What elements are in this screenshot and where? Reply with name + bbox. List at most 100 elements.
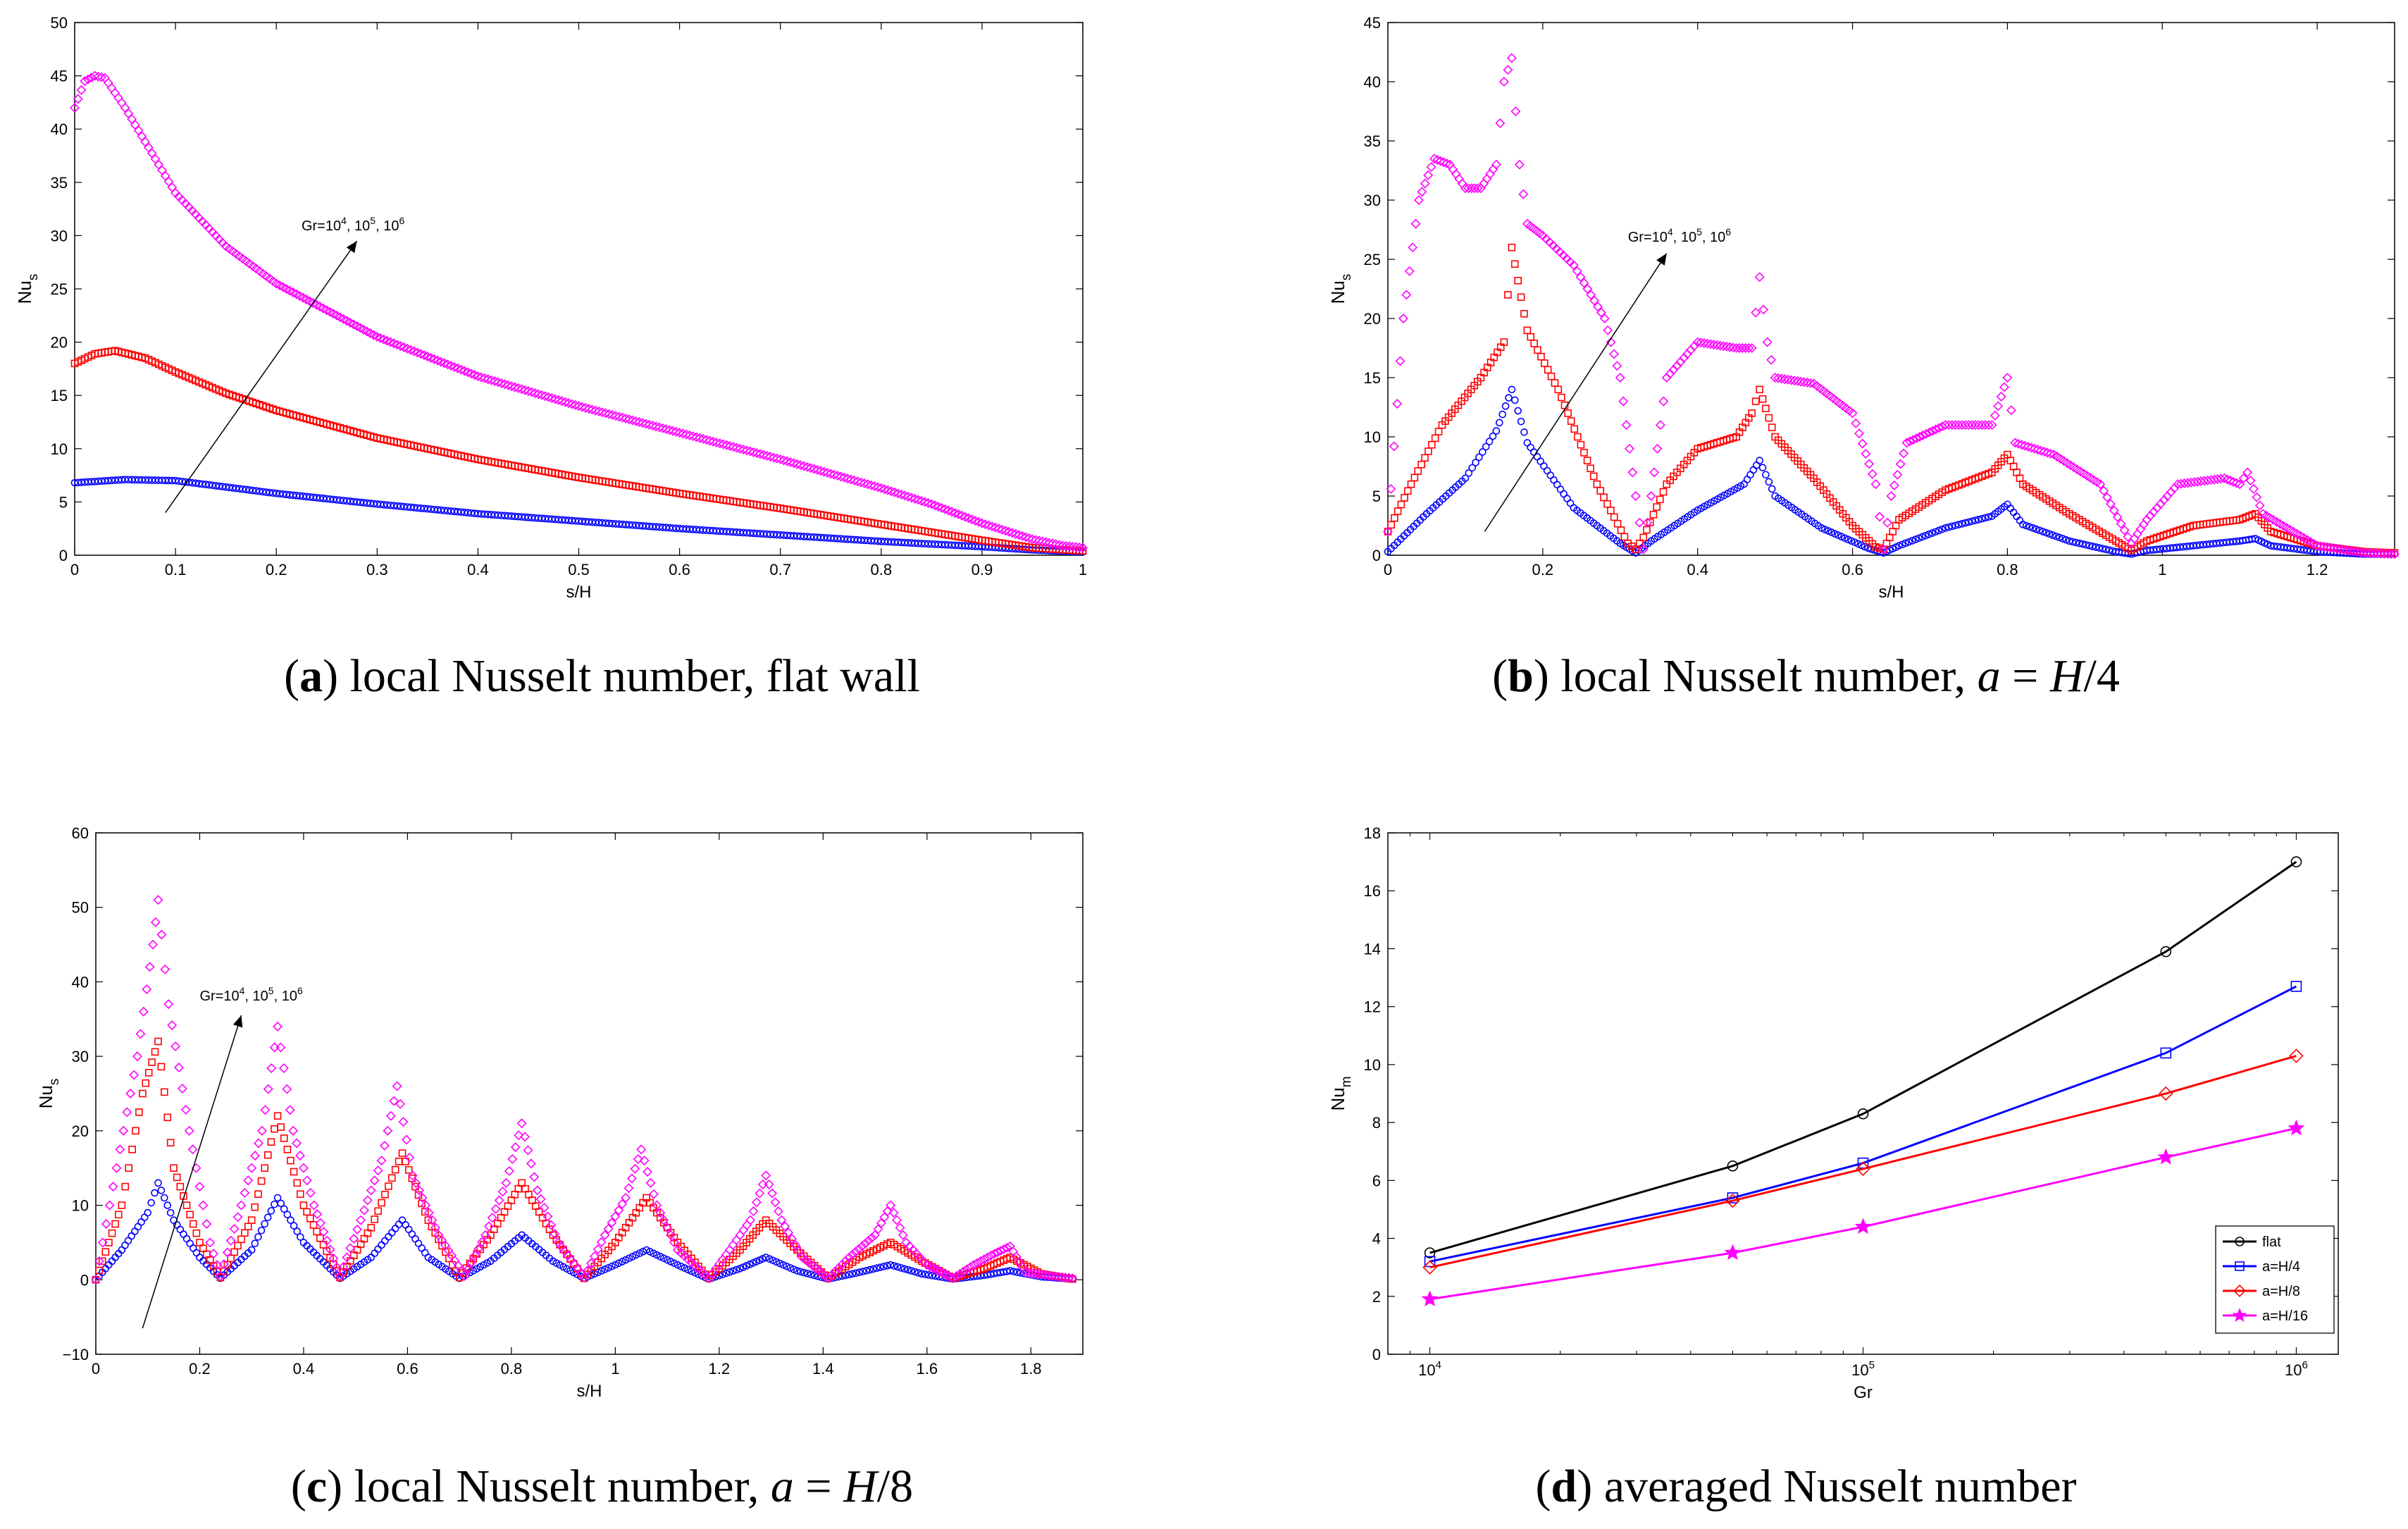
data-point (765, 452, 776, 462)
y-tick-label: 0 (80, 1271, 89, 1289)
data-point (1517, 417, 1525, 426)
data-point (1392, 398, 1403, 409)
series-circle (70, 476, 1087, 556)
data-point (2133, 528, 2143, 539)
data-point (297, 1233, 304, 1241)
data-point (2231, 478, 2242, 488)
chart-a: 0 0.1 0.2 0.3 0.4 0.5 0.6 0.7 0.8 0.9 105101520253… (14, 14, 1088, 602)
data-point (902, 491, 913, 502)
data-point (2157, 1148, 2175, 1165)
data-point (976, 1256, 986, 1266)
data-point (287, 1216, 294, 1225)
data-point (244, 1222, 252, 1231)
data-point (1470, 183, 1480, 194)
data-point (94, 1256, 104, 1266)
data-point (2348, 546, 2359, 557)
data-point (793, 1267, 801, 1275)
data-point (1485, 169, 1496, 180)
data-point (725, 441, 736, 452)
data-point (138, 1006, 149, 1017)
data-point (114, 1211, 123, 1219)
data-point (735, 443, 745, 454)
data-point (1851, 538, 1858, 547)
data-point (247, 1246, 256, 1254)
data-point (381, 1191, 389, 1199)
data-point (1965, 518, 1973, 526)
annotation-exponent: 4 (341, 215, 347, 226)
data-point (316, 1234, 324, 1242)
data-point (1882, 517, 1892, 528)
y-tick-label: 30 (72, 1048, 89, 1065)
data-point (121, 1182, 130, 1191)
data-point (285, 1105, 295, 1115)
x-tick-label: 0 (70, 561, 79, 578)
data-point (1401, 494, 1408, 502)
data-point (2359, 547, 2369, 558)
data-point (2352, 547, 2362, 557)
data-point (1427, 440, 1436, 449)
data-point (1425, 447, 1432, 455)
data-point (906, 493, 917, 503)
data-point (1429, 154, 1439, 164)
data-point (1054, 540, 1065, 550)
data-point (2099, 545, 2106, 552)
data-point (154, 1179, 162, 1187)
data-point (70, 102, 80, 113)
data-point (1851, 418, 1861, 428)
data-point (839, 472, 850, 483)
data-point (1472, 183, 1483, 194)
data-point (132, 1127, 139, 1135)
data-point (1518, 189, 1529, 199)
data-point (1020, 532, 1031, 543)
data-point (1975, 516, 1982, 524)
data-point (292, 1138, 302, 1149)
data-point (663, 1256, 671, 1264)
data-point (809, 464, 819, 474)
data-point (726, 1268, 733, 1276)
data-point (1514, 276, 1522, 285)
legend-marker (2235, 1237, 2245, 1246)
y-tick-label: 45 (51, 68, 68, 85)
data-point (1999, 382, 2009, 392)
data-point (414, 1185, 424, 1196)
data-point (540, 391, 550, 402)
data-point (1417, 460, 1425, 469)
data-point (1682, 349, 1693, 359)
data-point (612, 1261, 619, 1269)
data-point (688, 431, 698, 442)
data-point (369, 1175, 380, 1186)
data-point (160, 171, 170, 181)
data-point (98, 1257, 106, 1265)
data-point (621, 413, 631, 423)
y-tick-label: 25 (51, 280, 68, 298)
data-point (1488, 164, 1498, 175)
data-point (120, 102, 130, 113)
data-point (133, 125, 144, 136)
data-point (2099, 485, 2109, 496)
data-point (111, 1163, 122, 1173)
data-point (446, 361, 457, 371)
data-point (779, 1261, 788, 1269)
data-point (738, 1225, 749, 1235)
data-point (2242, 467, 2253, 478)
data-point (1577, 440, 1585, 449)
data-point (148, 939, 159, 950)
data-point (352, 1224, 363, 1234)
data-point (873, 1264, 881, 1273)
data-point (799, 461, 809, 471)
data-point (2142, 514, 2152, 525)
data-point (837, 1259, 848, 1270)
data-point (349, 1234, 359, 1244)
data-point (822, 467, 833, 478)
y-tick-label: 4 (1372, 1230, 1381, 1248)
data-point (1041, 537, 1051, 547)
data-point (882, 1206, 893, 1217)
data-point (392, 340, 402, 350)
data-point (1514, 407, 1522, 415)
data-point (657, 423, 668, 433)
data-point (1466, 183, 1477, 194)
data-point (866, 1265, 874, 1274)
data-point (486, 375, 497, 385)
data-point (1441, 158, 1452, 168)
data-point (496, 378, 507, 388)
